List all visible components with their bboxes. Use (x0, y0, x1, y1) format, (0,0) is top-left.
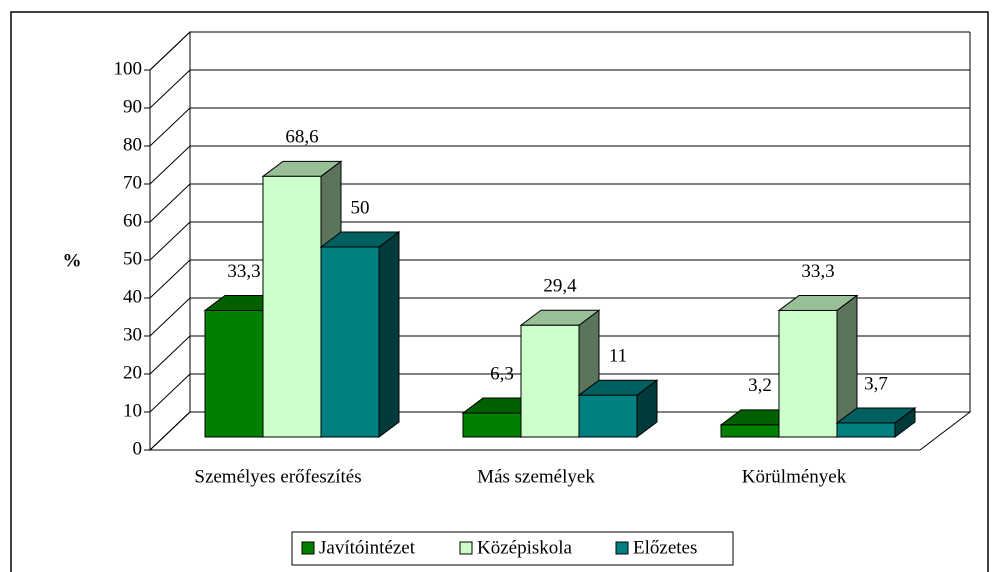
data-label: 6,3 (490, 363, 514, 384)
y-tick-label: 40 (123, 286, 142, 307)
legend-swatch (301, 541, 315, 555)
y-tick-label: 70 (123, 172, 142, 193)
legend-label: Középiskola (477, 537, 573, 558)
data-label: 33,3 (801, 261, 834, 282)
data-label: 29,4 (543, 276, 577, 297)
bar (262, 175, 322, 438)
bar (462, 412, 522, 438)
y-tick-label: 80 (123, 134, 142, 155)
legend-swatch (615, 541, 629, 555)
grid-line (149, 411, 970, 451)
data-label: 3,2 (748, 375, 772, 396)
grid-line (149, 335, 970, 375)
legend-label: Előzetes (633, 537, 697, 558)
legend: Javítóintézet Középiskola Előzetes (291, 531, 734, 566)
bar (836, 422, 896, 438)
grid-line (149, 259, 970, 299)
data-label: 33,3 (227, 261, 260, 282)
x-tick-label: Személyes erőfeszítés (194, 466, 361, 487)
grid-line (149, 145, 970, 185)
y-tick-label: 60 (123, 210, 142, 231)
y-tick-label: 30 (123, 324, 142, 345)
legend-box (291, 531, 734, 566)
bar-side (378, 231, 400, 438)
grid-line (149, 221, 970, 261)
bar (520, 324, 580, 438)
grid-line (149, 297, 970, 337)
grid-line (149, 373, 970, 413)
data-label: 68,6 (285, 127, 318, 148)
bar (320, 246, 380, 438)
grid-line (149, 31, 970, 71)
y-tick-label: 20 (123, 362, 142, 383)
data-label: 11 (609, 346, 627, 367)
grid-line (149, 69, 970, 109)
y-tick-label: 100 (114, 58, 143, 79)
data-label: 3,7 (864, 373, 888, 394)
bar (778, 309, 838, 438)
data-label: 50 (351, 197, 370, 218)
bar (720, 424, 780, 438)
y-tick-label: 90 (123, 96, 142, 117)
grid-line (149, 183, 970, 223)
legend-label: Javítóintézet (319, 537, 416, 558)
legend-swatch (459, 541, 473, 555)
y-axis-label: % (63, 250, 82, 271)
x-tick-label: Körülmények (742, 466, 847, 487)
y-tick-label: 50 (123, 248, 142, 269)
bar (578, 394, 638, 438)
bar (204, 309, 264, 438)
y-tick-label: 0 (133, 438, 143, 459)
grid-line (149, 107, 970, 147)
x-tick-label: Más személyek (477, 466, 595, 487)
y-tick-label: 10 (123, 400, 142, 421)
